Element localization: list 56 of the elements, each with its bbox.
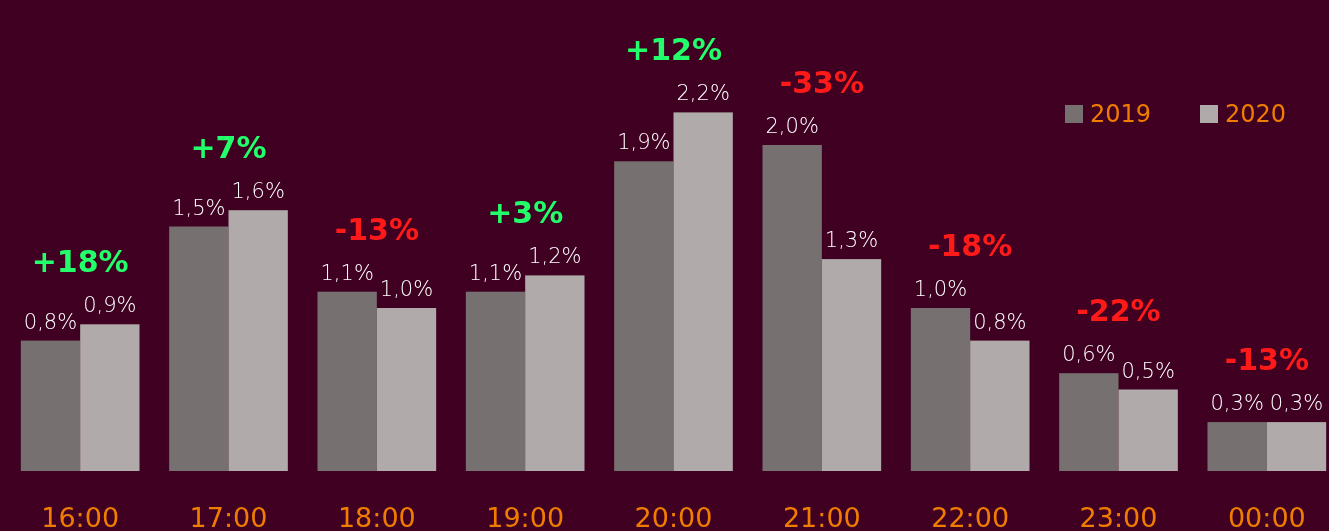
legend-label: 2019 [1090,100,1152,128]
bar [465,291,526,471]
data-label: 2,0% [765,114,819,138]
x-tick-label: 23:00 [1079,502,1158,531]
x-tick-label: 20:00 [634,502,713,531]
data-label: 1,1% [320,260,374,285]
bar [317,291,377,471]
data-label: 0,8% [973,309,1027,334]
bar [673,112,733,471]
data-label: 1,0% [379,277,434,301]
annotation: +7% [190,130,267,166]
bar [970,340,1030,471]
bar [1059,373,1119,471]
data-label: 1,3% [824,228,879,253]
x-tick-label: 16:00 [41,502,120,531]
data-label: 1,1% [468,260,523,285]
bar [169,226,229,471]
legend-label: 2020 [1225,100,1287,128]
x-tick-label: 19:00 [486,502,565,531]
data-label: 1,9% [617,130,671,155]
annotation: -18% [928,228,1013,263]
data-label: 0,5% [1121,358,1175,383]
text: +12% [625,32,722,68]
bar [1266,422,1327,471]
data-label: 0,8% [23,309,78,334]
bar [762,145,822,471]
bar [910,308,971,471]
data-label: 2,2% [676,81,730,106]
annotation: +3% [487,195,564,231]
data-label: 1,0% [913,277,968,301]
annotation: -13% [334,211,419,247]
bar [525,275,585,471]
data-label: 1,2% [528,244,582,269]
annotation: +18% [31,244,129,280]
x-tick-label: 18:00 [337,502,416,531]
bar [1118,389,1178,471]
data-label: 0,3% [1210,391,1264,416]
annotation: -13% [1224,342,1309,378]
bar [614,161,674,471]
data-label: 0,6% [1062,342,1116,367]
bar [376,308,437,471]
annotation: -22% [1076,293,1161,329]
data-label: 1,6% [231,179,285,204]
x-tick-label: 00:00 [1227,502,1306,531]
x-tick-label: 22:00 [931,502,1010,531]
bar [80,324,140,471]
bar [228,210,288,471]
data-label: 0,3% [1269,391,1324,416]
data-label: 1,5% [172,195,226,220]
bar [821,259,882,471]
bar [1207,422,1267,471]
x-tick-label: 21:00 [782,502,861,531]
data-label: 0,9% [83,293,137,318]
bar [20,340,81,471]
x-tick-label: 17:00 [189,502,268,531]
text: -33% [779,65,864,100]
